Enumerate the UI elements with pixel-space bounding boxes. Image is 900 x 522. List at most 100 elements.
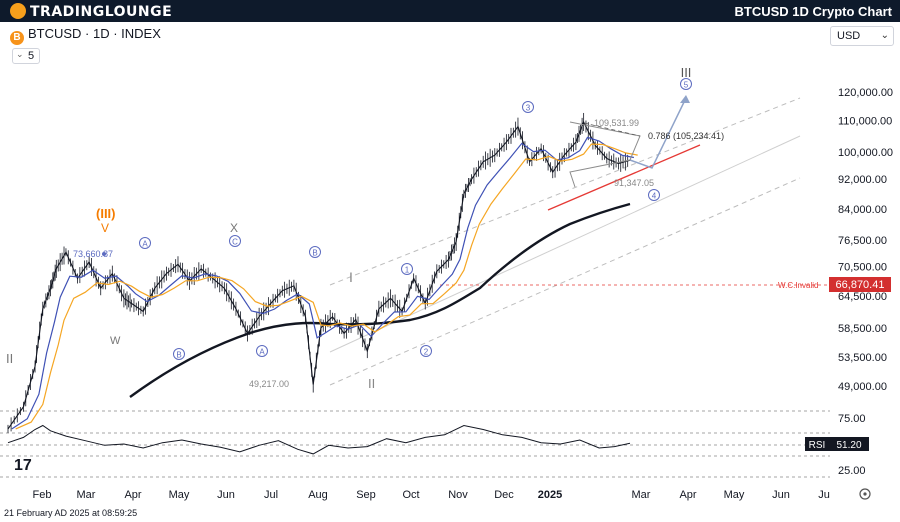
price-tick-label: 70,500.00 xyxy=(838,262,887,274)
wave-B2-circle xyxy=(309,246,321,258)
time-tick-label: Ju xyxy=(818,489,830,501)
label-fib: 0.786 (105,234.41) xyxy=(648,131,724,141)
wave-W: W xyxy=(110,335,121,347)
chevron-down-icon: ⌄ xyxy=(16,49,24,59)
wave-3-circle xyxy=(522,101,534,113)
wave-C: C xyxy=(232,238,238,247)
rsi-name: RSI xyxy=(809,440,826,451)
rsi-series xyxy=(7,424,631,455)
trend-line-red xyxy=(547,144,701,211)
rsi-value: 51.20 xyxy=(836,440,861,451)
wave-V-orange: V xyxy=(101,221,109,235)
wave-A1-circle xyxy=(139,237,151,249)
wave-2-circle xyxy=(420,345,432,357)
price-tick-label: 120,000.00 xyxy=(838,87,893,99)
label-top: 109,531.99 xyxy=(594,118,639,128)
tradingview-logo: 17 xyxy=(14,457,32,474)
price-tick-label: 58,500.00 xyxy=(838,323,887,335)
gear-center-icon xyxy=(863,492,867,496)
label-bottom: 91,347.05 xyxy=(614,178,654,188)
wave-4: 4 xyxy=(652,192,657,201)
label-low: 49,217.00 xyxy=(249,379,289,389)
time-tick-label: May xyxy=(169,489,190,501)
chevron-down-icon: ⌄ xyxy=(880,30,889,41)
rsi-line xyxy=(7,424,631,455)
wave-5-circle xyxy=(680,78,692,90)
wave-II-left: II xyxy=(6,351,13,366)
ema-fast-line xyxy=(11,136,635,430)
triangle-pattern xyxy=(569,121,641,188)
symbol-label: BTCUSD · 1D · INDEX xyxy=(28,26,161,41)
wave-B1: B xyxy=(176,351,181,360)
rsi-tick-label: 75.00 xyxy=(838,413,866,425)
label-high-left: 73,660.87 xyxy=(73,249,113,259)
channel-middle xyxy=(329,135,801,353)
wave-II: II xyxy=(368,376,375,391)
wave-1-circle xyxy=(401,263,413,275)
time-tick-label: Mar xyxy=(77,489,96,501)
time-tick-label: Apr xyxy=(124,489,141,501)
chart-title: BTCUSD 1D Crypto Chart xyxy=(734,4,892,19)
rsi-name-badge xyxy=(805,437,829,451)
channel-lower xyxy=(329,177,801,386)
brand-logo: TRADINGLOUNGE xyxy=(10,3,172,20)
projection-arrow-icon xyxy=(680,95,690,103)
wave-B2: B xyxy=(312,249,317,258)
brand-name: TRADINGLOUNGE xyxy=(30,4,173,20)
time-tick-label: 2025 xyxy=(538,489,562,501)
price-tick-label: 100,000.00 xyxy=(838,147,893,159)
timestamp: 21 February AD 2025 at 08:59:25 xyxy=(4,508,138,518)
price-tick-label: 64,500.00 xyxy=(838,291,887,303)
wave-A2-circle xyxy=(256,345,268,357)
price-series xyxy=(7,112,631,433)
wave-1: 1 xyxy=(405,266,410,275)
rsi-value-badge xyxy=(829,437,869,451)
wave-III-big: III xyxy=(681,65,692,80)
wave-3: 3 xyxy=(526,104,531,113)
symbol-info[interactable]: B BTCUSD · 1D · INDEX xyxy=(10,26,161,45)
bitcoin-icon: B xyxy=(10,31,24,45)
currency-select[interactable]: USD ⌄ xyxy=(830,26,894,46)
price-tick-label: 49,000.00 xyxy=(838,381,887,393)
wave-C-circle xyxy=(229,235,241,247)
indicator-count: 5 xyxy=(28,50,35,62)
time-tick-label: Jun xyxy=(217,489,235,501)
time-axis[interactable]: Feb Mar Apr May Jun Jul Aug Sep Oct Nov Dec 2025 Mar… xyxy=(33,489,830,501)
wc-price-badge xyxy=(829,277,891,292)
moving-averages xyxy=(11,136,638,430)
top-banner: TRADINGLOUNGE BTCUSD 1D Crypto Chart xyxy=(0,0,900,22)
indicator-toggle[interactable]: ⌄ 5 xyxy=(12,48,40,64)
wc-price-label: 66,870.41 xyxy=(836,279,885,291)
projection-path xyxy=(629,97,687,169)
wave-2: 2 xyxy=(424,348,429,357)
time-tick-label: Sep xyxy=(356,489,376,501)
high-marker-icon xyxy=(102,252,106,256)
price-tick-label: 53,500.00 xyxy=(838,352,887,364)
time-tick-label: Apr xyxy=(679,489,696,501)
wc-invalid-label: W.C.Invalid xyxy=(778,281,818,290)
time-tick-label: Aug xyxy=(308,489,328,501)
wave-5: 5 xyxy=(684,81,689,90)
fib-line xyxy=(583,122,641,137)
wave-III-orange: (III) xyxy=(96,206,116,221)
rsi-axis: 75.00 25.00 xyxy=(838,413,866,477)
price-tick-label: 110,000.00 xyxy=(838,116,892,128)
time-tick-label: Nov xyxy=(448,489,468,501)
currency-label: USD xyxy=(837,30,861,42)
wave-A2: A xyxy=(259,348,265,357)
time-tick-label: Feb xyxy=(33,489,52,501)
time-tick-label: Dec xyxy=(494,489,514,501)
brand-icon xyxy=(10,3,26,19)
gear-icon[interactable] xyxy=(859,488,871,500)
time-tick-label: Jul xyxy=(264,489,278,501)
time-tick-label: Oct xyxy=(402,489,419,501)
wave-4-circle xyxy=(648,189,660,201)
rsi-tick-label: 25.00 xyxy=(838,465,866,477)
price-tick-label: 76,500.00 xyxy=(838,235,887,247)
price-axis[interactable]: 120,000.00 110,000.00 100,000.00 92,000.00 8… xyxy=(838,87,893,393)
price-tick-label: 92,000.00 xyxy=(838,174,887,186)
sma-long-line xyxy=(129,202,631,398)
time-tick-label: Mar xyxy=(632,489,651,501)
time-tick-label: Jun xyxy=(772,489,790,501)
